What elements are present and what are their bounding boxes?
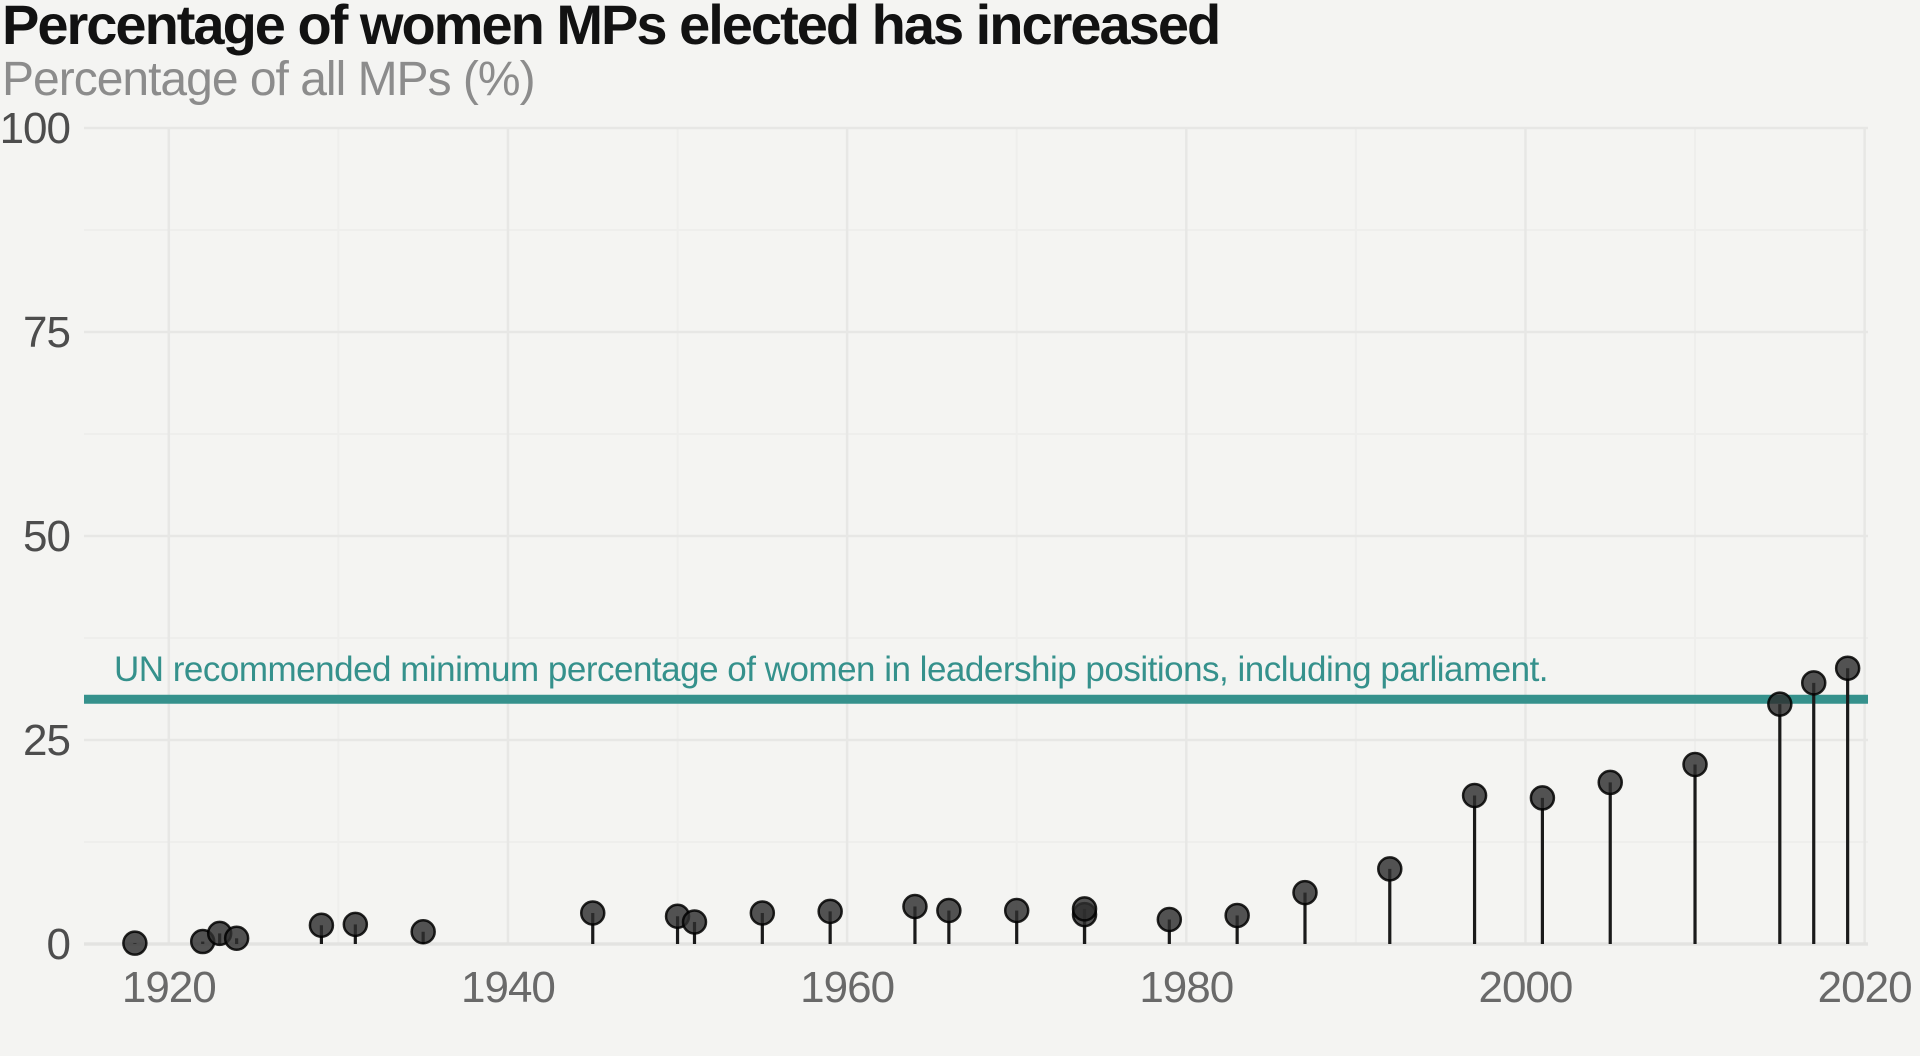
data-point <box>342 911 369 938</box>
data-point <box>1071 896 1098 922</box>
data-point <box>1834 655 1861 681</box>
x-axis-tick-label: 1980 <box>1139 963 1233 1012</box>
data-point <box>1461 782 1488 809</box>
data-point <box>902 893 928 920</box>
data-point <box>308 912 335 938</box>
y-axis-tick-label: 75 <box>23 308 70 357</box>
y-axis-tick-label: 100 <box>0 104 70 153</box>
data-point <box>681 909 708 935</box>
data-point <box>1003 897 1030 924</box>
x-axis-tick-label: 1920 <box>122 963 216 1012</box>
chart-subtitle: Percentage of all MPs (%) <box>2 53 536 106</box>
data-point <box>1800 670 1827 696</box>
data-point <box>579 900 606 926</box>
data-point <box>1292 879 1318 906</box>
data-point <box>936 897 962 924</box>
data-point <box>1767 691 1793 717</box>
data-point <box>749 900 776 926</box>
x-axis-tick-label: 1940 <box>461 963 555 1012</box>
x-axis-tick-label: 2020 <box>1818 963 1912 1012</box>
data-point <box>1224 902 1250 929</box>
chart-title: Percentage of women MPs elected has incr… <box>2 0 1221 56</box>
data-point <box>817 898 843 925</box>
x-axis-tick-label: 2000 <box>1478 963 1572 1012</box>
data-point <box>1529 785 1556 811</box>
data-point <box>1597 769 1623 796</box>
data-point <box>122 930 148 956</box>
y-axis-tick-label: 50 <box>23 512 70 561</box>
data-point <box>223 925 250 952</box>
data-point <box>1682 751 1708 778</box>
y-axis-tick-label: 0 <box>47 920 70 969</box>
data-point <box>410 919 436 945</box>
y-axis-tick-label: 25 <box>23 716 70 765</box>
data-point <box>1377 856 1403 882</box>
x-axis-tick-label: 1960 <box>800 963 894 1012</box>
data-point <box>1156 906 1183 933</box>
reference-line-label: UN recommended minimum percentage of wom… <box>114 650 1549 689</box>
